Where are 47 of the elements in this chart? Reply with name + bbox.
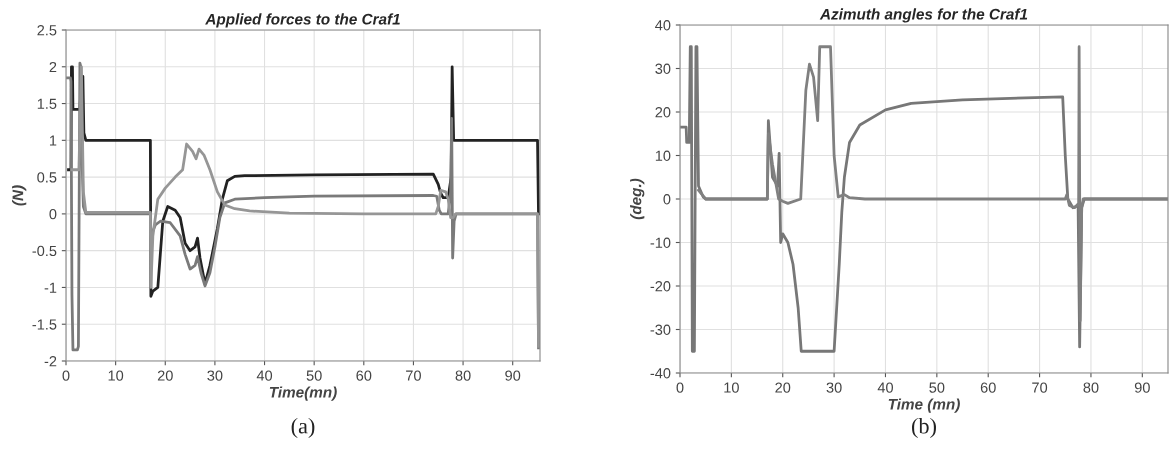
x-tick-label: 40 (256, 370, 273, 381)
x-tick-label: 20 (775, 382, 791, 393)
text: (b) (912, 417, 936, 439)
y-tick-label: -40 (650, 368, 671, 379)
x-tick-label: 50 (929, 382, 945, 393)
y-tick-label: -20 (650, 281, 671, 292)
y-tick-label: -30 (650, 324, 671, 335)
y-tick-label: 2.5 (37, 25, 57, 36)
x-axis-title: Time(mn) (269, 386, 337, 401)
x-tick-label: 60 (356, 370, 372, 381)
y-axis-title: (deg.) (630, 178, 645, 220)
y-tick-label: 40 (655, 20, 671, 31)
y-tick-label: -2 (44, 356, 57, 367)
x-tick-label: 70 (406, 370, 421, 381)
y-tick-label: 0.5 (37, 172, 57, 183)
x-tick-label: 70 (1032, 382, 1048, 393)
x-tick-label: 50 (306, 370, 322, 381)
y-tick-label: 1.5 (37, 98, 57, 109)
text: (a) (291, 417, 315, 439)
x-tick-label: 90 (505, 370, 521, 381)
y-tick-label: 1 (49, 135, 57, 146)
x-tick-label: 20 (157, 370, 173, 381)
y-axis-title: (N) (12, 185, 27, 206)
y-tick-label: 10 (655, 150, 671, 161)
y-tick-label: 0 (663, 194, 671, 205)
x-tick-label: 60 (980, 382, 996, 393)
x-tick-label: 30 (207, 370, 223, 381)
x-tick-label: 10 (724, 382, 739, 393)
y-tick-label: -10 (650, 237, 671, 248)
chart-title: Applied forces to the Craf1 (205, 13, 400, 28)
x-tick-label: 80 (455, 370, 471, 381)
y-tick-label: 20 (655, 107, 671, 118)
y-tick-label: -1 (44, 282, 57, 293)
x-tick-label: 10 (108, 370, 124, 381)
x-tick-label: 0 (676, 382, 684, 393)
y-tick-label: -0.5 (32, 245, 57, 257)
x-tick-label: 80 (1083, 382, 1099, 393)
x-tick-label: 40 (877, 382, 894, 393)
x-axis-title: Time (mn) (888, 398, 960, 413)
y-tick-label: -1.5 (32, 319, 57, 330)
x-tick-label: 30 (826, 382, 842, 393)
y-tick-label: 2 (49, 61, 57, 73)
x-tick-label: 90 (1134, 382, 1150, 393)
y-tick-label: 30 (655, 63, 671, 74)
chart-title: Azimuth angles for the Craf1 (819, 8, 1028, 23)
x-tick-label: 0 (62, 370, 70, 381)
y-tick-label: 0 (49, 208, 57, 220)
